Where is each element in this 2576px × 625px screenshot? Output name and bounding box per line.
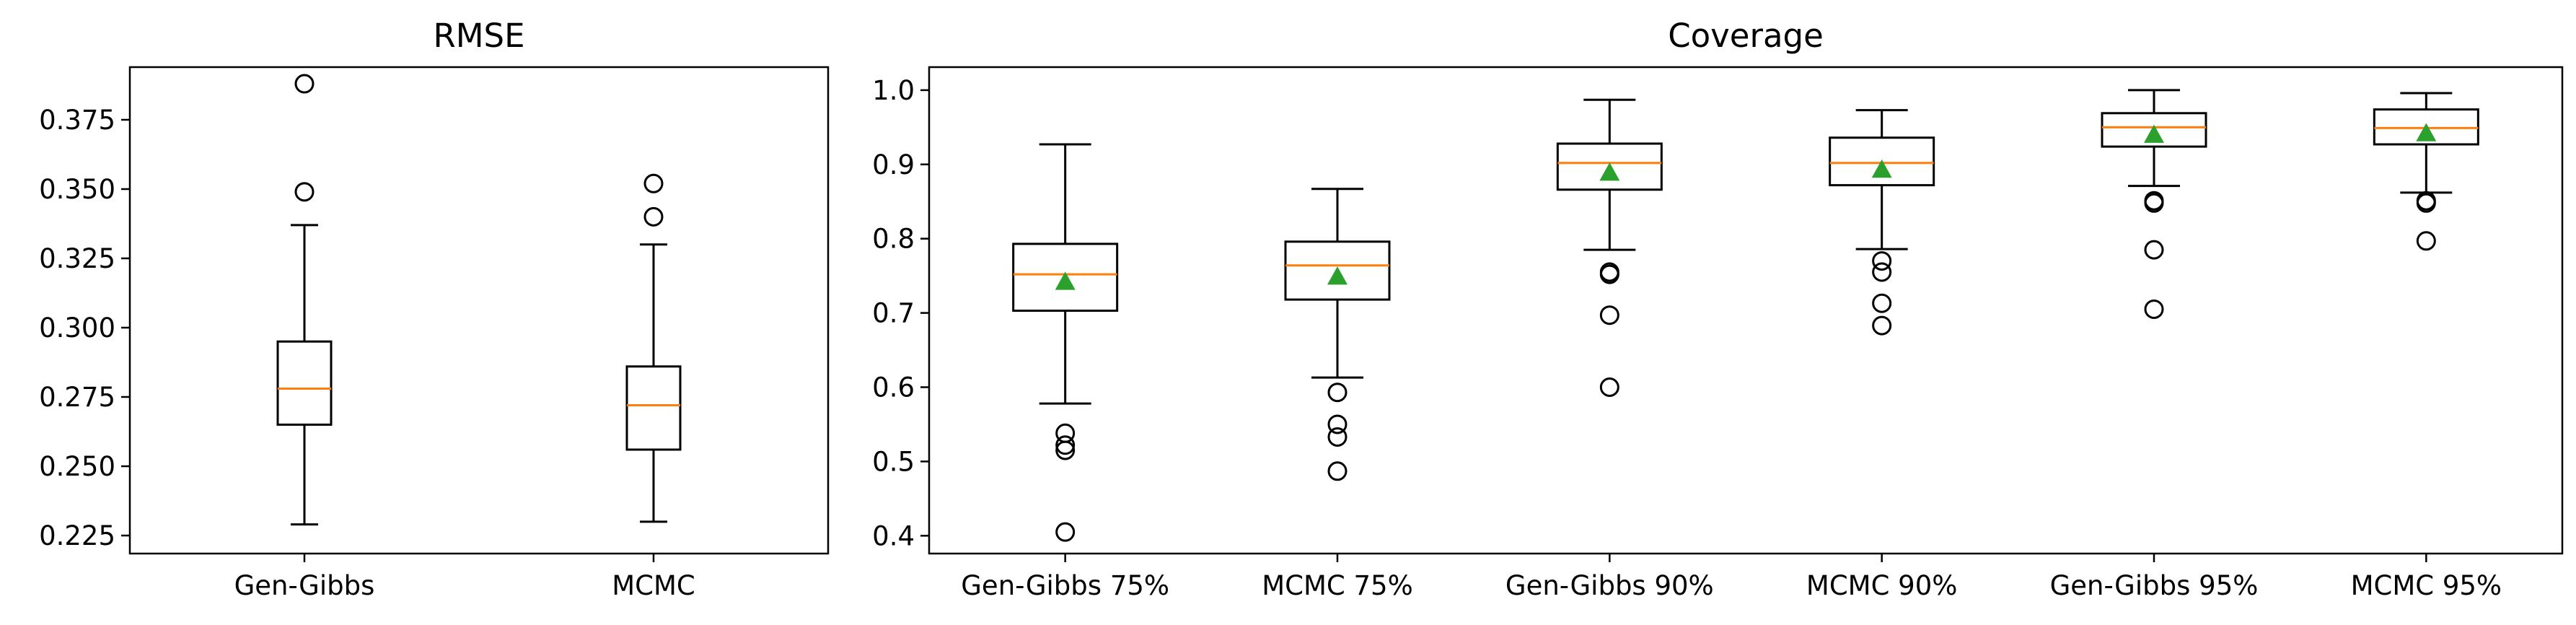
coverage-xtick-label: MCMC 75%: [1262, 570, 1413, 601]
coverage-title: Coverage: [1668, 17, 1824, 55]
outlier-point: [2144, 299, 2164, 319]
coverage-ytick-label: 0.4: [872, 520, 915, 551]
coverage-xtick-label: Gen-Gibbs 75%: [961, 570, 1169, 601]
outlier-point: [1055, 522, 1076, 542]
coverage-ytick-label: 1.0: [872, 75, 915, 106]
rmse-ytick-label: 0.225: [39, 520, 115, 551]
coverage-ytick-label: 0.7: [872, 298, 915, 329]
outlier-point: [1872, 251, 1892, 271]
coverage-box-group: [2101, 89, 2207, 319]
outlier-point: [294, 74, 315, 94]
outlier-point: [1599, 377, 1619, 398]
iqr-box: [276, 340, 333, 426]
coverage-axes-frame: [928, 66, 2564, 555]
coverage-xtick-label: Gen-Gibbs 95%: [2050, 570, 2259, 601]
outlier-point: [2144, 240, 2164, 260]
rmse-ytick-label: 0.350: [39, 174, 115, 205]
outlier-point: [1055, 435, 1076, 455]
iqr-box: [1556, 142, 1663, 191]
outlier-point: [294, 182, 315, 202]
rmse-xtick-label: Gen-Gibbs: [234, 570, 375, 601]
mean-marker: [1599, 162, 1620, 181]
mean-marker: [1871, 159, 1892, 178]
outlier-point: [2416, 193, 2436, 213]
rmse-ytick-label: 0.325: [39, 243, 115, 274]
iqr-box: [2101, 112, 2207, 148]
outlier-point: [643, 206, 664, 227]
rmse-box-group: [276, 74, 333, 526]
iqr-box: [1284, 240, 1391, 301]
rmse-panel: RMSE 0.225 0.250 0.275 0.300 0.325 0.350 0.375…: [39, 17, 830, 601]
outlier-point: [1872, 262, 1892, 282]
iqr-box: [1012, 242, 1119, 312]
rmse-x-axis: Gen-Gibbs MCMC: [234, 554, 695, 601]
mean-marker: [2416, 123, 2437, 141]
coverage-x-axis: Gen-Gibbs 75% MCMC 75% Gen-Gibbs 90% MCMC 9…: [961, 554, 2502, 601]
coverage-box-group: [1012, 143, 1119, 542]
outlier-point: [1872, 315, 1892, 336]
rmse-title: RMSE: [433, 17, 524, 55]
mean-marker: [1055, 271, 1076, 290]
rmse-y-axis: 0.225 0.250 0.275 0.300 0.325 0.350 0.375: [39, 105, 130, 551]
outlier-point: [1055, 440, 1076, 460]
coverage-box-group: [2373, 92, 2479, 251]
rmse-ytick-label: 0.275: [39, 382, 115, 413]
outlier-point: [1327, 427, 1348, 447]
outlier-point: [2416, 231, 2436, 251]
outlier-point: [1599, 305, 1619, 325]
coverage-boxes: [1012, 89, 2479, 542]
rmse-box-group: [625, 173, 682, 523]
coverage-xtick-label: MCMC 90%: [1806, 570, 1958, 601]
coverage-panel: Coverage 0.4 0.5 0.6 0.7 0.8 0.9 1.0 Gen-Gibbs…: [872, 17, 2564, 601]
rmse-ytick-label: 0.300: [39, 312, 115, 344]
iqr-box: [1829, 136, 1935, 187]
coverage-box-group: [1556, 98, 1663, 398]
coverage-ytick-label: 0.8: [872, 224, 915, 255]
rmse-boxes: [276, 74, 682, 526]
coverage-box-group: [1284, 188, 1391, 481]
coverage-y-axis: 0.4 0.5 0.6 0.7 0.8 0.9 1.0: [872, 75, 929, 551]
iqr-box: [2373, 108, 2479, 146]
iqr-box: [625, 365, 682, 451]
mean-marker: [2144, 124, 2164, 143]
outlier-point: [1327, 461, 1348, 481]
mean-marker: [1327, 266, 1348, 285]
rmse-xtick-label: MCMC: [612, 570, 695, 601]
outlier-point: [2144, 193, 2164, 213]
coverage-xtick-label: Gen-Gibbs 90%: [1505, 570, 1714, 601]
coverage-ytick-label: 0.6: [872, 372, 915, 403]
outlier-point: [1599, 264, 1619, 284]
coverage-ytick-label: 0.9: [872, 149, 915, 180]
outlier-point: [1872, 293, 1892, 313]
coverage-ytick-label: 0.5: [872, 446, 915, 477]
coverage-xtick-label: MCMC 95%: [2351, 570, 2502, 601]
rmse-axes-frame: [128, 66, 830, 555]
coverage-box-group: [1829, 109, 1935, 336]
outlier-point: [1327, 383, 1348, 403]
outlier-point: [1327, 414, 1348, 434]
rmse-ytick-label: 0.250: [39, 451, 115, 482]
rmse-ytick-label: 0.375: [39, 105, 115, 136]
outlier-point: [643, 173, 664, 193]
